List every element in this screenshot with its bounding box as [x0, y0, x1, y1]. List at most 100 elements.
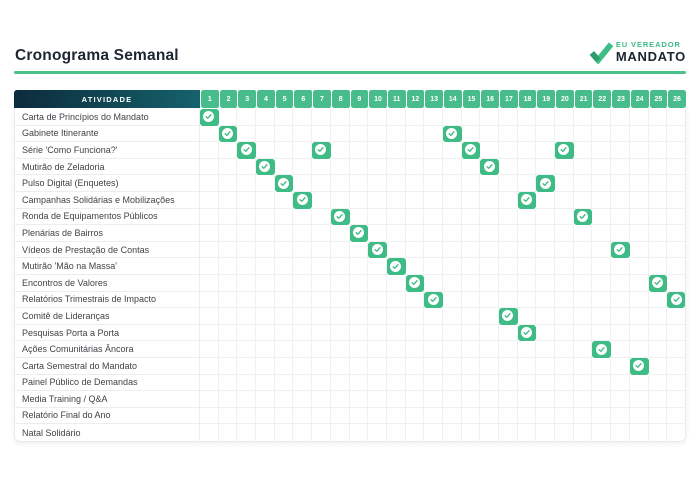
- grid-cell: [405, 308, 425, 325]
- check-icon: [595, 343, 607, 355]
- grid-cell: [312, 407, 331, 425]
- grid-cell: [573, 391, 593, 408]
- grid-cell: [499, 125, 518, 143]
- grid-cell: [573, 274, 593, 292]
- grid-cell: [499, 158, 518, 176]
- check-cell: [274, 175, 294, 192]
- check-cell: [648, 274, 668, 292]
- grid-cell: [237, 208, 257, 226]
- grid-cell: [256, 142, 275, 159]
- grid-cell: [218, 308, 238, 325]
- grid-cell: [330, 225, 350, 242]
- grid-cell: [442, 191, 462, 209]
- grid-cell: [461, 391, 481, 408]
- grid-cell: [461, 225, 481, 242]
- grid-cell: [349, 175, 369, 192]
- grid-cell: [611, 175, 630, 192]
- grid-cell: [405, 258, 425, 275]
- grid-cell: [461, 308, 481, 325]
- grid-cell: [274, 407, 294, 425]
- grid-cell: [293, 357, 313, 375]
- grid-cell: [386, 374, 406, 392]
- grid-cell: [424, 109, 443, 126]
- grid-cell: [461, 208, 481, 226]
- grid-cell: [405, 374, 425, 392]
- grid-cell: [667, 341, 685, 358]
- activity-column-header: ATIVIDADE: [14, 90, 200, 108]
- grid-cell: [499, 324, 518, 342]
- grid-cell: [349, 374, 369, 392]
- check-icon: [278, 177, 290, 189]
- week-cells: [200, 258, 685, 275]
- grid-cell: [442, 324, 462, 342]
- grid-cell: [517, 142, 537, 159]
- grid-cell: [573, 241, 593, 259]
- activity-label: Pulso Digital (Enquetes): [15, 175, 200, 192]
- week-cells: [200, 407, 685, 425]
- activity-row: Encontros de Valores: [15, 274, 685, 292]
- grid-cell: [386, 175, 406, 192]
- check-cell: [405, 274, 425, 292]
- grid-cell: [499, 208, 518, 226]
- grid-cell: [573, 291, 593, 309]
- grid-cell: [517, 208, 537, 226]
- grid-cell: [667, 192, 685, 209]
- activity-row: Ronda de Equipamentos Públicos: [15, 208, 685, 226]
- grid-cell: [386, 191, 406, 209]
- grid-cell: [424, 225, 443, 242]
- grid-cell: [648, 258, 668, 275]
- grid-cell: [330, 258, 350, 275]
- check-icon: [633, 360, 645, 372]
- grid-cell: [424, 208, 443, 226]
- activity-row: Gabinete Itinerante: [15, 125, 685, 143]
- grid-cell: [648, 391, 668, 408]
- grid-cell: [331, 424, 350, 441]
- grid-cell: [536, 308, 556, 325]
- grid-cell: [405, 341, 425, 358]
- grid-cell: [592, 225, 612, 242]
- grid-cell: [536, 241, 556, 259]
- grid-cell: [629, 241, 649, 259]
- check-cell: [293, 191, 313, 209]
- grid-cell: [592, 357, 612, 375]
- grid-cell: [517, 125, 537, 143]
- week-header-cell: 4: [257, 90, 276, 108]
- grid-cell: [667, 375, 685, 392]
- grid-cell: [368, 374, 387, 392]
- grid-cell: [200, 324, 219, 342]
- grid-cell: [536, 191, 556, 209]
- check-cell: [386, 258, 406, 275]
- grid-cell: [293, 175, 313, 192]
- grid-cell: [536, 424, 556, 441]
- grid-cell: [312, 308, 331, 325]
- grid-cell: [218, 291, 238, 309]
- grid-cell: [387, 424, 406, 441]
- grid-cell: [480, 341, 499, 358]
- grid-cell: [200, 308, 219, 325]
- grid-cell: [648, 357, 668, 375]
- grid-cell: [312, 374, 331, 392]
- grid-cell: [274, 142, 294, 159]
- grid-cell: [368, 274, 387, 292]
- grid-cell: [629, 158, 649, 176]
- grid-cell: [256, 175, 275, 192]
- grid-cell: [424, 324, 443, 342]
- grid-cell: [237, 109, 257, 126]
- grid-cell: [350, 424, 369, 441]
- grid-cell: [386, 308, 406, 325]
- grid-cell: [237, 258, 257, 275]
- grid-cell: [461, 175, 481, 192]
- grid-cell: [349, 357, 369, 375]
- grid-cell: [555, 341, 574, 358]
- grid-cell: [461, 291, 481, 309]
- grid-cell: [312, 191, 331, 209]
- activity-label: Media Training / Q&A: [15, 391, 200, 408]
- grid-cell: [312, 225, 331, 242]
- grid-cell: [256, 274, 275, 292]
- grid-cell: [499, 258, 518, 275]
- grid-cell: [536, 208, 556, 226]
- grid-cell: [274, 308, 294, 325]
- grid-cell: [349, 308, 369, 325]
- grid-cell: [349, 109, 369, 126]
- grid-cell: [461, 125, 481, 143]
